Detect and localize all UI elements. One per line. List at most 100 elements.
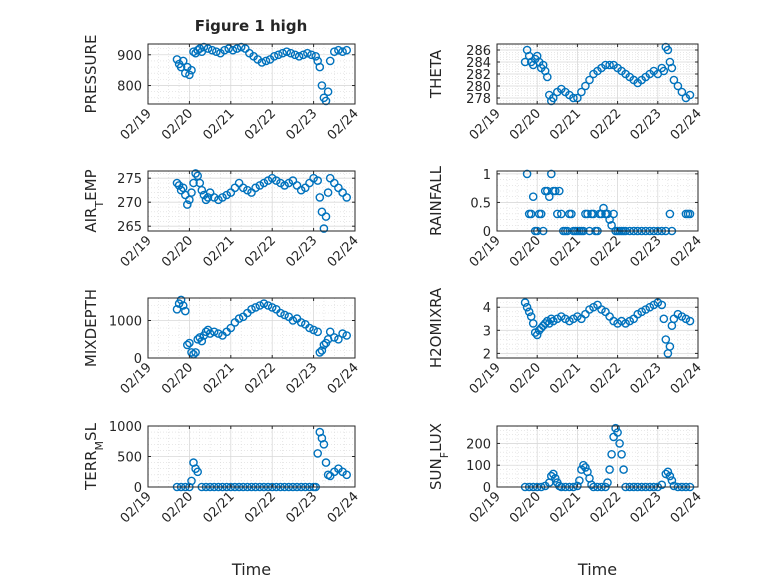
y-tick-label: 1000 (109, 420, 142, 435)
data-point (540, 319, 550, 328)
data-point (599, 203, 608, 213)
data-point (520, 298, 530, 307)
data-point (269, 52, 279, 61)
data-point (207, 45, 217, 55)
data-point (218, 193, 227, 202)
data-point (329, 47, 339, 57)
data-point (581, 463, 590, 472)
data-point (267, 303, 277, 312)
y-tick-label: 278 (466, 92, 491, 107)
data-point (547, 314, 556, 324)
data-point (321, 212, 331, 221)
y-axis-label: AIRTEMP (82, 169, 106, 232)
y-tick-label: 1000 (109, 315, 142, 330)
data-point (251, 303, 260, 312)
y-tick-label: 275 (117, 172, 142, 187)
data-point (528, 192, 538, 201)
data-point (276, 308, 285, 318)
data-point (522, 169, 532, 179)
data-point (247, 304, 256, 314)
y-tick-label: 0.5 (470, 196, 491, 211)
data-point (641, 305, 651, 314)
data-point (319, 439, 329, 449)
y-tick-label: 200 (466, 437, 491, 452)
data-point (294, 52, 304, 61)
data-point (224, 44, 233, 53)
data-point (685, 90, 695, 100)
data-point (657, 300, 667, 310)
y-tick-label: 900 (117, 49, 142, 64)
data-point (520, 57, 530, 67)
y-tick-label: 284 (466, 56, 491, 71)
data-point (536, 209, 546, 219)
data-point (185, 338, 194, 348)
data-point (296, 318, 306, 327)
data-point (669, 481, 679, 491)
data-point (271, 176, 281, 185)
y-tick-label: 282 (466, 68, 491, 83)
data-point (182, 200, 192, 209)
data-point (325, 327, 335, 337)
data-point (172, 55, 182, 64)
data-point (259, 178, 269, 188)
data-point (178, 301, 188, 310)
data-point (621, 319, 630, 328)
data-point (228, 45, 238, 55)
data-point (226, 323, 236, 333)
data-point (317, 81, 327, 90)
data-point (338, 47, 347, 57)
data-point (665, 209, 675, 219)
y-tick-label: 100 (466, 459, 491, 474)
data-point (191, 348, 200, 357)
data-point (661, 469, 671, 479)
y-tick-label: 500 (117, 451, 142, 466)
data-point (300, 183, 310, 193)
data-point (182, 340, 192, 350)
data-point (203, 44, 213, 53)
data-point (549, 469, 558, 479)
data-point (665, 342, 675, 351)
data-point (667, 63, 677, 73)
data-point (665, 471, 675, 481)
data-point (187, 476, 196, 486)
data-point (303, 48, 312, 58)
data-point (342, 193, 352, 202)
data-point (309, 325, 318, 335)
data-point (605, 60, 614, 70)
data-point (220, 45, 229, 55)
data-point (305, 323, 314, 333)
data-point (551, 186, 560, 196)
data-point (543, 186, 552, 196)
y-tick-label: 2 (483, 347, 491, 362)
data-point (547, 169, 556, 179)
data-point (286, 48, 296, 58)
axes-box (147, 170, 356, 232)
y-tick-label: 4 (483, 301, 491, 316)
data-point (176, 185, 186, 195)
data-point (617, 449, 626, 459)
data-point (605, 465, 614, 474)
data-point (185, 70, 194, 80)
data-point (543, 72, 552, 82)
data-point (323, 188, 333, 197)
axes-box (496, 170, 699, 232)
data-point (611, 423, 620, 433)
data-point (583, 209, 592, 219)
data-point (549, 93, 558, 103)
data-point (280, 181, 289, 190)
data-point (311, 52, 321, 61)
data-point (601, 60, 610, 70)
y-tick-label: 280 (466, 80, 491, 95)
data-point (659, 314, 669, 324)
y-tick-label: 0 (134, 481, 142, 496)
data-point (187, 188, 196, 197)
data-point (317, 346, 327, 355)
data-point (669, 75, 679, 85)
data-point (230, 183, 240, 193)
data-point (288, 316, 298, 325)
data-point (313, 176, 323, 185)
y-tick-label: 800 (117, 80, 142, 95)
data-point (172, 304, 182, 314)
data-point (321, 458, 331, 467)
data-point (585, 75, 594, 85)
